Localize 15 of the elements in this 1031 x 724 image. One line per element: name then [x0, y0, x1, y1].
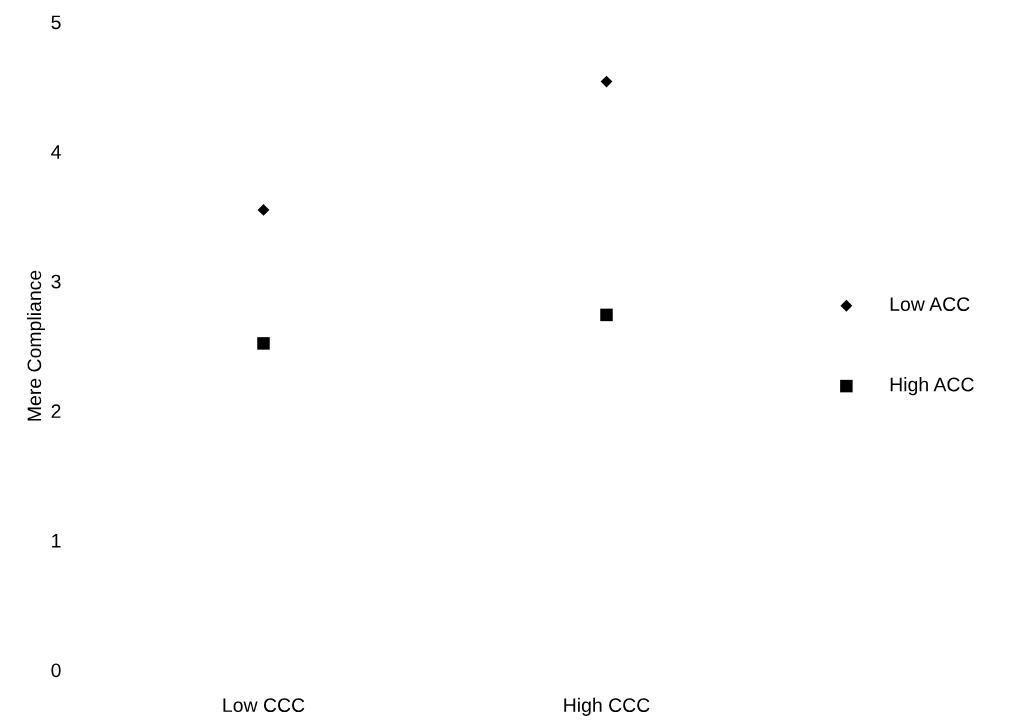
- y-tick-label: 0: [51, 663, 61, 678]
- x-tick-label: Low CCC: [223, 698, 305, 713]
- legend-label: Low ACC: [890, 297, 970, 312]
- y-tick-label: 4: [51, 145, 61, 159]
- point: [600, 75, 613, 88]
- y-axis-title: Mere Compliance: [26, 270, 46, 421]
- point: [257, 337, 270, 350]
- y-tick-label: 2: [51, 404, 61, 418]
- legend-label: High ACC: [890, 377, 974, 396]
- x-tick-label: High CCC: [564, 697, 650, 716]
- y-tick-label: 3: [51, 274, 61, 289]
- point: [600, 308, 613, 322]
- point: [257, 204, 270, 216]
- y-tick-label: 1: [52, 534, 61, 548]
- y-tick-label: 5: [51, 15, 61, 30]
